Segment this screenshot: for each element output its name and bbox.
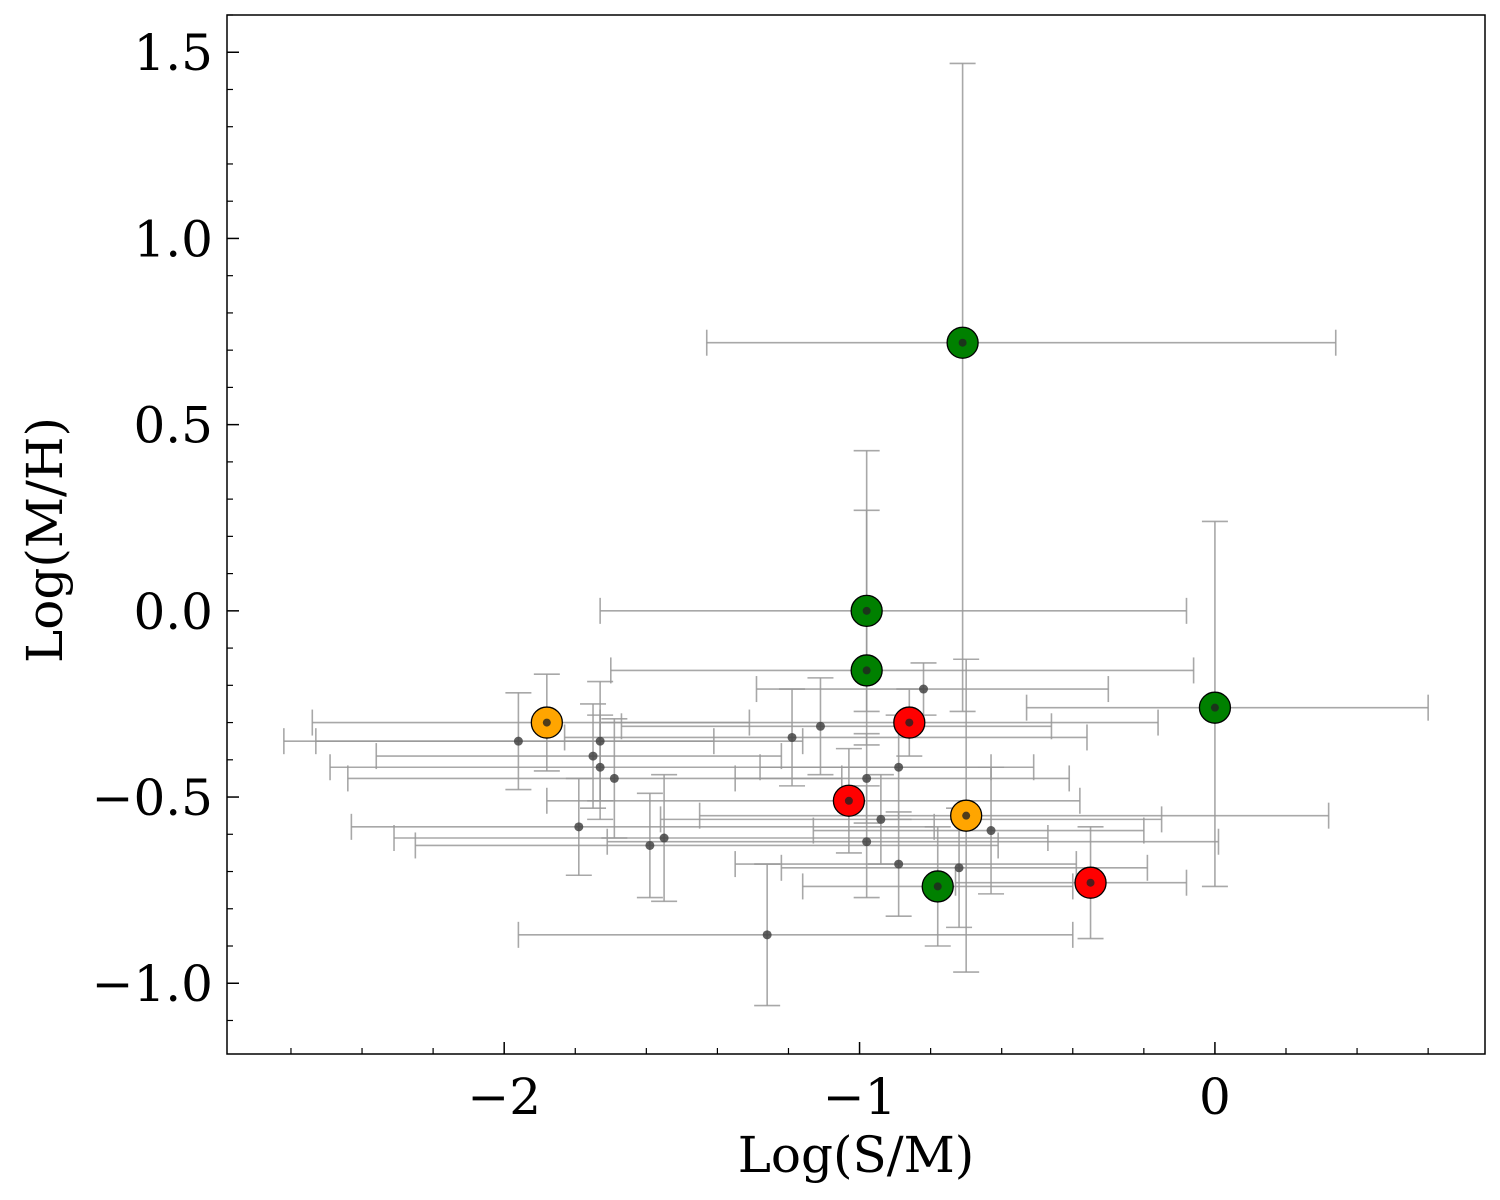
errorbar bbox=[606, 785, 1220, 899]
x-tick-label: −1 bbox=[823, 1068, 897, 1126]
point-center-green-0 bbox=[958, 338, 967, 347]
errorbar bbox=[734, 732, 1071, 824]
y-tick-label: 0.5 bbox=[133, 397, 213, 455]
point-background-11 bbox=[862, 773, 872, 783]
errorbar bbox=[599, 688, 1159, 757]
point-background-4 bbox=[609, 773, 619, 783]
point-center-green-3 bbox=[1210, 703, 1219, 712]
errorbar bbox=[517, 863, 1074, 1007]
errorbar bbox=[563, 688, 1088, 787]
axes-layer: −2 −1 0 −1.0 −0.5 0.0 0.5 1.0 1.5 bbox=[92, 14, 1429, 1126]
point-background-16 bbox=[919, 684, 929, 694]
point-background-0 bbox=[513, 736, 523, 746]
point-background-10 bbox=[815, 721, 825, 731]
point-center-green-1 bbox=[862, 606, 871, 615]
point-center-green-2 bbox=[862, 666, 871, 675]
point-center-green-4 bbox=[933, 882, 942, 891]
x-tick-label: −2 bbox=[467, 1068, 541, 1126]
point-center-orange-0 bbox=[542, 718, 551, 727]
point-background-7 bbox=[659, 833, 669, 843]
point-background-1 bbox=[588, 751, 598, 761]
errorbar bbox=[414, 792, 999, 899]
plot-frame bbox=[226, 14, 1486, 1055]
y-tick-label: 1.0 bbox=[133, 210, 213, 268]
point-background-8 bbox=[762, 930, 772, 940]
y-tick-label: 0.0 bbox=[133, 583, 213, 641]
point-center-orange-1 bbox=[962, 811, 971, 820]
point-center-red-1 bbox=[905, 718, 914, 727]
y-tick-label: −1.0 bbox=[92, 955, 213, 1013]
y-tick-label: 1.5 bbox=[133, 24, 213, 82]
errorbar bbox=[599, 449, 1188, 713]
errorbar bbox=[609, 509, 1195, 746]
errorbar bbox=[705, 62, 1337, 713]
x-tick-label: 0 bbox=[1199, 1068, 1231, 1126]
point-center-red-2 bbox=[1086, 878, 1095, 887]
point-background-5 bbox=[574, 822, 584, 832]
y-tick-label: −0.5 bbox=[92, 769, 213, 827]
point-background-12 bbox=[862, 837, 872, 847]
errorbar bbox=[755, 662, 1110, 716]
point-background-3 bbox=[595, 762, 605, 772]
errorbar-layer bbox=[283, 62, 1429, 1007]
point-background-17 bbox=[954, 863, 964, 873]
errorbar bbox=[620, 677, 1053, 776]
point-background-9 bbox=[787, 732, 797, 742]
y-axis-label: Log(M/H) bbox=[16, 417, 74, 663]
point-background-18 bbox=[986, 826, 996, 836]
errorbar bbox=[954, 826, 1188, 940]
errorbar bbox=[315, 680, 804, 802]
marker-layer bbox=[513, 326, 1232, 940]
point-background-6 bbox=[645, 840, 655, 850]
point-background-14 bbox=[894, 859, 904, 869]
point-background-13 bbox=[876, 814, 886, 824]
point-background-15 bbox=[894, 762, 904, 772]
point-background-2 bbox=[595, 736, 605, 746]
errorbar bbox=[801, 826, 1074, 947]
errorbar bbox=[698, 658, 1330, 973]
x-axis-label: Log(S/M) bbox=[738, 1126, 975, 1184]
point-center-red-0 bbox=[844, 796, 853, 805]
